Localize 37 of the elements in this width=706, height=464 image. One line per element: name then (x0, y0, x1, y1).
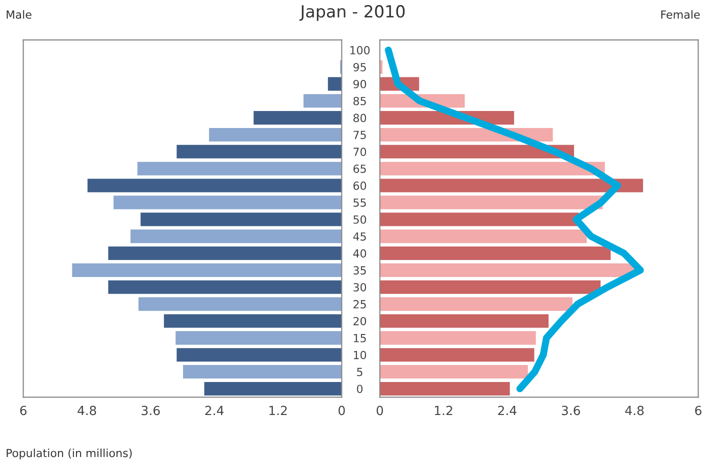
x-tick-label: 4.8 (78, 406, 96, 416)
y-tick-label: 95 (353, 62, 366, 72)
x-tick-label: 0 (338, 406, 345, 416)
y-tick-label: 30 (354, 283, 366, 292)
y-tick-label: 100 (350, 46, 370, 54)
y-tick-label: 65 (353, 164, 366, 173)
x-tick-label: 3.6 (562, 406, 580, 416)
text: Population (in millions) (6, 448, 132, 460)
y-tick-label: 60 (353, 182, 366, 190)
x-tick-label: 3.6 (142, 406, 160, 416)
x-tick-label: 1.2 (434, 406, 452, 416)
y-tick-label: 75 (354, 130, 366, 140)
y-tick-label: 35 (354, 266, 366, 275)
y-tick-label: 25 (354, 300, 366, 308)
y-tick-label: 20 (354, 316, 366, 326)
y-tick-label: 5 (357, 368, 362, 376)
text: Male (6, 10, 32, 19)
y-tick-label: 0 (356, 384, 363, 394)
x-tick-label: 2.4 (498, 406, 516, 416)
y-tick-label: 70 (354, 148, 366, 156)
y-tick-label: 50 (354, 215, 366, 224)
x-tick-label: 0 (376, 406, 383, 416)
y-tick-label: 55 (354, 198, 366, 207)
y-tick-label: 80 (353, 114, 366, 122)
x-tick-label: 1.2 (269, 406, 287, 416)
x-tick-label: 2.4 (205, 406, 224, 416)
y-tick-label: 45 (353, 232, 366, 241)
x-tick-label: 6 (695, 406, 702, 416)
y-tick-label: 90 (353, 80, 366, 88)
y-tick-label: 85 (353, 96, 366, 106)
x-tick-label: 6 (20, 406, 26, 416)
y-tick-label: 10 (354, 350, 366, 360)
y-tick-label: 40 (353, 249, 366, 258)
chart-title: Japan - 2010 (299, 5, 405, 21)
y-tick-label: 15 (354, 334, 366, 342)
text: Female (661, 10, 700, 19)
x-tick-label: 4.8 (625, 406, 644, 416)
